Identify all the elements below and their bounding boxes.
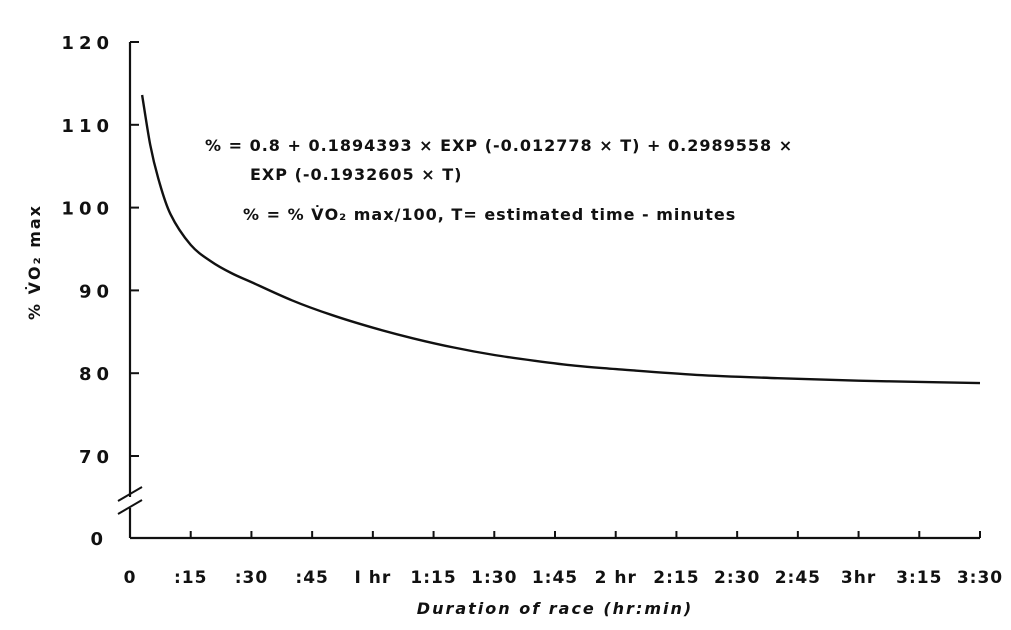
axis-break-mark-lower (117, 499, 143, 515)
formula-line-1: % = 0.8 + 0.1894393 × EXP (-0.012778 × T… (205, 136, 793, 155)
y-tick-label: 120 (61, 33, 114, 54)
x-tick-label: 2:45 (775, 568, 821, 588)
series-line (140, 94, 981, 385)
x-tick-label: 2:30 (714, 568, 760, 588)
axis-break-mark-upper (117, 486, 143, 502)
formula-definition: % = % V̇O₂ max/100, T= estimated time - … (243, 205, 736, 224)
y-tick-label: 0 (90, 529, 108, 550)
y-tick-label: 110 (61, 116, 114, 137)
y-tick-label: 90 (79, 281, 114, 302)
x-tick-label: 1:30 (471, 568, 517, 588)
x-tick-label: 3:30 (957, 568, 1003, 588)
x-tick-label: 1:15 (410, 568, 456, 588)
x-tick-label: 3:15 (896, 568, 942, 588)
y-ticks: 70 80 90 100 110 120 0 (61, 33, 139, 550)
axes (117, 42, 980, 540)
x-tick-label: 2:15 (653, 568, 699, 588)
x-tick-label: :15 (174, 568, 207, 588)
x-ticks: 0 :15 :30 :45 I hr 1:15 1:30 1:45 2 hr 2:15 2:30 2:… (124, 531, 1003, 588)
x-tick-label: 1:45 (532, 568, 578, 588)
series (140, 94, 981, 385)
x-tick-label: 3hr (841, 568, 876, 588)
y-tick-label: 100 (61, 199, 114, 220)
x-tick-label: :30 (235, 568, 268, 588)
x-tick-label: :45 (295, 568, 328, 588)
x-tick-label: I hr (354, 568, 391, 588)
y-tick-label: 80 (79, 364, 114, 385)
x-axis-title: Duration of race (hr:min) (417, 599, 693, 618)
formula-line-2: EXP (-0.1932605 × T) (250, 165, 462, 184)
x-tick-label: 2 hr (595, 568, 637, 588)
x-tick-label: 0 (124, 568, 137, 588)
y-axis-title: % V̇O₂ max (25, 204, 44, 320)
y-tick-label: 70 (79, 447, 114, 468)
